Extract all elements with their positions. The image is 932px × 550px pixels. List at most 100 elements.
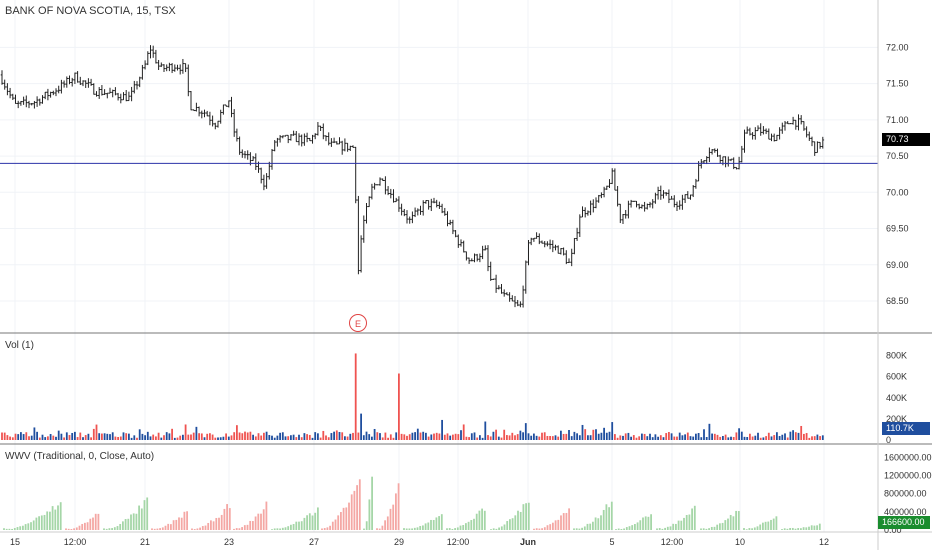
wwv-bar xyxy=(199,527,201,530)
wwv-bar xyxy=(159,528,161,530)
wwv-bar xyxy=(456,527,459,530)
wwv-histogram xyxy=(3,476,821,530)
time-axis[interactable]: 15 12:00 21 23 27 29 12:00 Jun 5 12:00 10 12 xyxy=(10,537,829,547)
wwv-bar xyxy=(688,514,691,530)
wwv-bar xyxy=(818,523,821,530)
volume-bar xyxy=(411,432,414,440)
wwv-bar xyxy=(693,505,696,530)
volume-bar xyxy=(657,436,659,440)
volume-bar xyxy=(138,429,141,440)
volume-bar xyxy=(381,437,384,440)
wwv-bar xyxy=(683,517,685,530)
wwv-bar xyxy=(254,516,257,530)
wwv-tick-label: 0.00 xyxy=(884,525,902,535)
wwv-bar xyxy=(103,528,105,530)
volume-bar xyxy=(389,434,392,440)
volume-bar xyxy=(114,436,117,440)
volume-pane-label[interactable]: Vol (1) xyxy=(5,340,34,351)
wwv-bar xyxy=(22,525,24,530)
volume-bar xyxy=(487,435,489,440)
volume-bar xyxy=(786,437,789,440)
volume-bar xyxy=(751,436,754,440)
wwv-bar xyxy=(745,529,748,530)
wwv-bar xyxy=(308,513,311,530)
wwv-axis[interactable]: 1600000.00 1200000.00 800000.00 400000.00 0.… xyxy=(884,452,932,535)
volume-bar xyxy=(225,433,227,440)
volume-bar xyxy=(587,435,589,440)
wwv-bar xyxy=(146,497,149,530)
wwv-bar xyxy=(438,516,440,530)
wwv-bar xyxy=(350,494,353,530)
volume-bar xyxy=(492,431,495,440)
wwv-bar xyxy=(608,507,610,530)
wwv-bar xyxy=(732,516,735,530)
price-axis[interactable]: 72.00 71.50 71.00 70.50 70.00 69.50 69.00 68.50 xyxy=(886,42,909,306)
wwv-bar xyxy=(448,528,451,530)
wwv-bar xyxy=(522,504,525,530)
volume-bar xyxy=(265,431,268,440)
wwv-bar xyxy=(473,518,475,530)
price-tick-label: 72.00 xyxy=(886,42,909,52)
chart-title: BANK OF NOVA SCOTIA, 15, TSX xyxy=(5,5,176,17)
volume-bar xyxy=(560,430,562,440)
volume-bar xyxy=(759,437,762,440)
wwv-bar xyxy=(40,515,43,530)
volume-bar xyxy=(460,430,462,440)
wwv-bar xyxy=(605,504,608,530)
volume-bar xyxy=(222,436,225,440)
wwv-bar xyxy=(345,507,348,530)
volume-bar xyxy=(71,432,74,440)
volume-bar xyxy=(260,435,263,440)
volume-bar xyxy=(484,421,487,440)
volume-bar xyxy=(581,424,584,440)
volume-bar xyxy=(422,431,425,440)
volume-bar xyxy=(308,434,311,440)
wwv-bar xyxy=(664,527,666,530)
volume-axis[interactable]: 800K 600K 400K 200K 0 xyxy=(886,351,907,445)
volume-bar xyxy=(435,432,438,440)
volume-bar xyxy=(700,437,703,440)
volume-bar xyxy=(103,433,106,440)
volume-bar xyxy=(230,435,233,440)
wwv-bar xyxy=(575,528,578,530)
wwv-bar xyxy=(462,525,465,530)
volume-bar xyxy=(30,435,33,440)
volume-bar xyxy=(784,433,786,440)
volume-bar xyxy=(90,437,92,440)
volume-bar xyxy=(740,431,743,440)
volume-bar xyxy=(541,432,543,440)
volume-bar xyxy=(454,433,457,440)
wwv-bar xyxy=(408,528,411,530)
wwv-bar xyxy=(511,518,514,530)
wwv-bar xyxy=(762,522,764,530)
wwv-bar xyxy=(326,527,329,530)
wwv-bar xyxy=(262,509,265,530)
volume-bar xyxy=(427,436,430,440)
wwv-bar xyxy=(167,523,170,530)
wwv-pane-label[interactable]: WWV (Traditional, 0, Close, Auto) xyxy=(5,451,155,462)
wwv-bar xyxy=(215,517,218,530)
wwv-bar xyxy=(252,521,254,530)
wwv-bar xyxy=(541,528,543,530)
volume-bar xyxy=(392,437,395,440)
volume-bar xyxy=(257,433,260,440)
volume-bar xyxy=(60,433,63,440)
wwv-bar xyxy=(331,521,334,530)
wwv-bar xyxy=(191,528,193,530)
volume-bar xyxy=(341,432,344,440)
time-tick-label: 12:00 xyxy=(447,537,470,547)
wwv-bar xyxy=(772,518,775,530)
earnings-marker-icon[interactable]: E xyxy=(349,314,367,332)
wwv-bar xyxy=(151,528,153,530)
volume-bar xyxy=(762,437,765,440)
volume-bar xyxy=(646,436,649,440)
wwv-bar xyxy=(727,518,729,530)
wwv-bar xyxy=(329,525,331,530)
volume-bar xyxy=(219,437,222,440)
volume-bar xyxy=(476,437,479,440)
wwv-bar xyxy=(702,528,705,530)
price-candles xyxy=(0,45,878,308)
volume-bar xyxy=(608,431,611,440)
